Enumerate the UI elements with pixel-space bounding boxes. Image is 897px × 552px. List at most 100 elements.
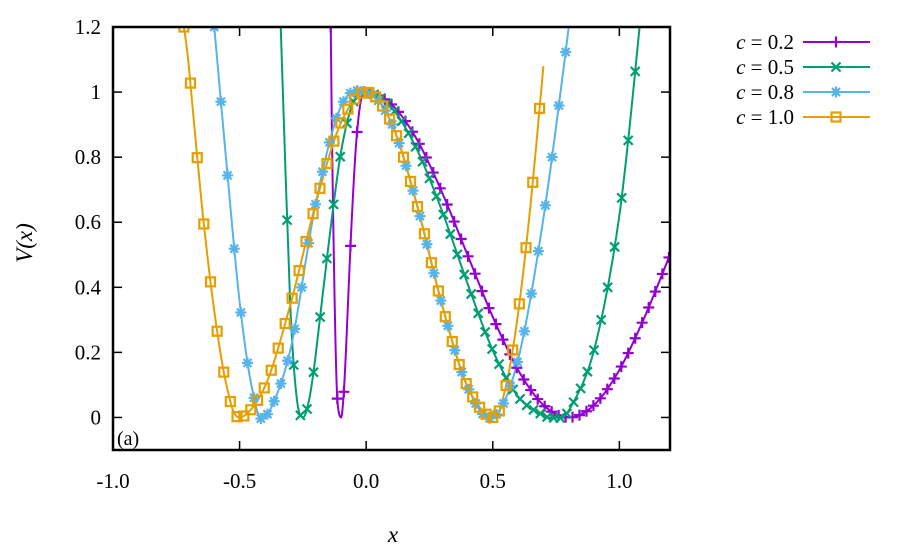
data-point-c-0-2-1 bbox=[331, 393, 343, 405]
data-point-c-0-5-6 bbox=[314, 311, 326, 323]
data-point-c-1-28 bbox=[370, 91, 382, 103]
data-point-c-1-8 bbox=[231, 411, 243, 423]
data-point-c-0-2-46 bbox=[643, 301, 655, 313]
data-point-c-0-8-36 bbox=[456, 366, 468, 378]
data-point-c-0-5-23 bbox=[431, 190, 442, 202]
data-point-c-0-8-16 bbox=[317, 166, 329, 178]
data-point-c-0-2-3 bbox=[344, 240, 356, 252]
x-tick-label: 1.0 bbox=[606, 469, 632, 493]
data-point-c-0-5-10 bbox=[341, 117, 353, 129]
data-point-c-0-2-36 bbox=[573, 409, 585, 421]
data-point-c-0-5-24 bbox=[438, 209, 449, 220]
data-point-c-0-5-38 bbox=[535, 408, 546, 419]
data-point-c-0-8-28 bbox=[400, 160, 412, 172]
data-point-c-0-8-5 bbox=[242, 357, 254, 369]
panel-label: (a) bbox=[117, 428, 139, 450]
data-point-c-0-5-36 bbox=[521, 400, 533, 411]
data-point-c-0-2-17 bbox=[441, 198, 453, 210]
data-point-c-0-5-19 bbox=[403, 128, 414, 139]
legend-entry-c-0-8: c = 0.8 bbox=[736, 80, 870, 104]
data-point-c-0-8-12 bbox=[289, 323, 301, 335]
data-point-c-0-2-19 bbox=[455, 233, 467, 245]
data-point-c-0-2-23 bbox=[483, 302, 495, 314]
legend-entry-c-0-5: c = 0.5 bbox=[736, 55, 870, 79]
data-point-c-0-2-42 bbox=[615, 361, 627, 373]
data-point-c-1-4 bbox=[204, 276, 217, 288]
data-point-c-1-41 bbox=[460, 378, 472, 390]
data-point-c-0-5-46 bbox=[588, 344, 600, 356]
data-point-c-1-1 bbox=[184, 77, 197, 89]
data-point-c-1-9 bbox=[238, 410, 250, 422]
x-tick-label: -0.5 bbox=[223, 469, 256, 493]
legend-entry-c-1: c = 1.0 bbox=[736, 105, 870, 129]
series-line-c-1 bbox=[182, 27, 545, 419]
data-point-c-0-2-40 bbox=[601, 383, 613, 395]
x-tick-label: 0.5 bbox=[480, 469, 506, 493]
data-point-c-1-13 bbox=[265, 364, 277, 376]
data-point-c-1-12 bbox=[258, 382, 270, 394]
data-point-c-0-8-37 bbox=[463, 383, 475, 395]
data-point-c-1-16 bbox=[286, 292, 298, 304]
data-point-c-0-5-31 bbox=[486, 343, 498, 355]
data-point-c-1-31 bbox=[390, 130, 403, 142]
data-point-c-0-8-20 bbox=[344, 87, 356, 99]
data-point-c-0-5-47 bbox=[595, 314, 607, 326]
data-point-c-1-29 bbox=[377, 100, 389, 112]
data-point-c-0-2-29 bbox=[525, 384, 537, 396]
data-point-c-1-6 bbox=[218, 366, 230, 378]
data-point-c-0-2-25 bbox=[497, 334, 509, 346]
data-point-c-1-40 bbox=[453, 358, 465, 371]
data-point-c-1-5 bbox=[211, 325, 223, 337]
data-point-c-0-5-45 bbox=[582, 366, 593, 377]
data-point-c-0-2-45 bbox=[636, 317, 648, 329]
data-point-c-1-50 bbox=[520, 242, 532, 254]
data-point-c-0-8-50 bbox=[553, 99, 565, 111]
data-point-c-1-21 bbox=[321, 157, 333, 170]
data-point-c-0-8-19 bbox=[337, 96, 349, 108]
data-point-c-0-2-22 bbox=[476, 285, 488, 297]
data-point-c-1-51 bbox=[527, 176, 539, 188]
data-point-c-1-38 bbox=[439, 311, 451, 323]
data-point-c-1-36 bbox=[425, 257, 437, 269]
data-point-c-1-26 bbox=[356, 87, 368, 99]
data-point-c-1-0 bbox=[178, 27, 190, 33]
data-point-c-0-5-8 bbox=[328, 199, 339, 210]
data-point-c-1-45 bbox=[487, 411, 499, 424]
data-point-c-0-5-0 bbox=[276, 16, 285, 25]
data-point-c-0-5-27 bbox=[459, 269, 470, 280]
data-point-c-0-5-20 bbox=[410, 141, 421, 153]
data-point-c-0-8-47 bbox=[532, 245, 544, 257]
data-point-c-0-8-45 bbox=[518, 325, 530, 337]
data-point-c-0-5-37 bbox=[528, 404, 539, 416]
x-axis-title: x bbox=[387, 522, 399, 547]
y-tick-label: 0.8 bbox=[75, 145, 101, 169]
data-point-c-0-8-48 bbox=[539, 199, 551, 211]
data-point-c-0-2-43 bbox=[622, 347, 634, 359]
data-point-c-0-5-50 bbox=[616, 192, 627, 204]
data-point-c-0-2-0 bbox=[325, 27, 337, 33]
data-point-c-1-22 bbox=[328, 135, 340, 147]
data-point-c-1-48 bbox=[507, 344, 519, 356]
data-point-c-0-2-18 bbox=[448, 216, 460, 228]
data-point-c-1-23 bbox=[335, 117, 347, 129]
data-point-c-0-5-9 bbox=[334, 151, 346, 162]
data-point-c-0-8-14 bbox=[303, 237, 315, 249]
data-point-c-1-25 bbox=[349, 93, 361, 105]
x-tick-label: -1.0 bbox=[96, 469, 129, 493]
data-point-c-1-10 bbox=[245, 404, 257, 416]
legend-marker bbox=[830, 111, 842, 123]
y-tick-label: 1.2 bbox=[75, 15, 101, 39]
data-point-c-0-5-41 bbox=[554, 412, 566, 424]
legend-marker bbox=[830, 86, 842, 98]
data-point-c-1-44 bbox=[480, 408, 492, 420]
data-point-c-0-5-48 bbox=[602, 282, 613, 293]
data-point-c-0-5-42 bbox=[561, 408, 573, 419]
data-point-c-0-5-21 bbox=[417, 156, 428, 167]
y-tick-label: 0.6 bbox=[75, 210, 101, 234]
data-point-c-0-2-35 bbox=[567, 411, 579, 423]
data-point-c-0-5-2 bbox=[288, 359, 299, 371]
data-point-c-1-52 bbox=[533, 102, 546, 115]
y-tick-label: 0 bbox=[91, 405, 102, 429]
data-point-c-0-2-24 bbox=[490, 318, 502, 330]
y-tick-label: 0.4 bbox=[75, 275, 102, 299]
